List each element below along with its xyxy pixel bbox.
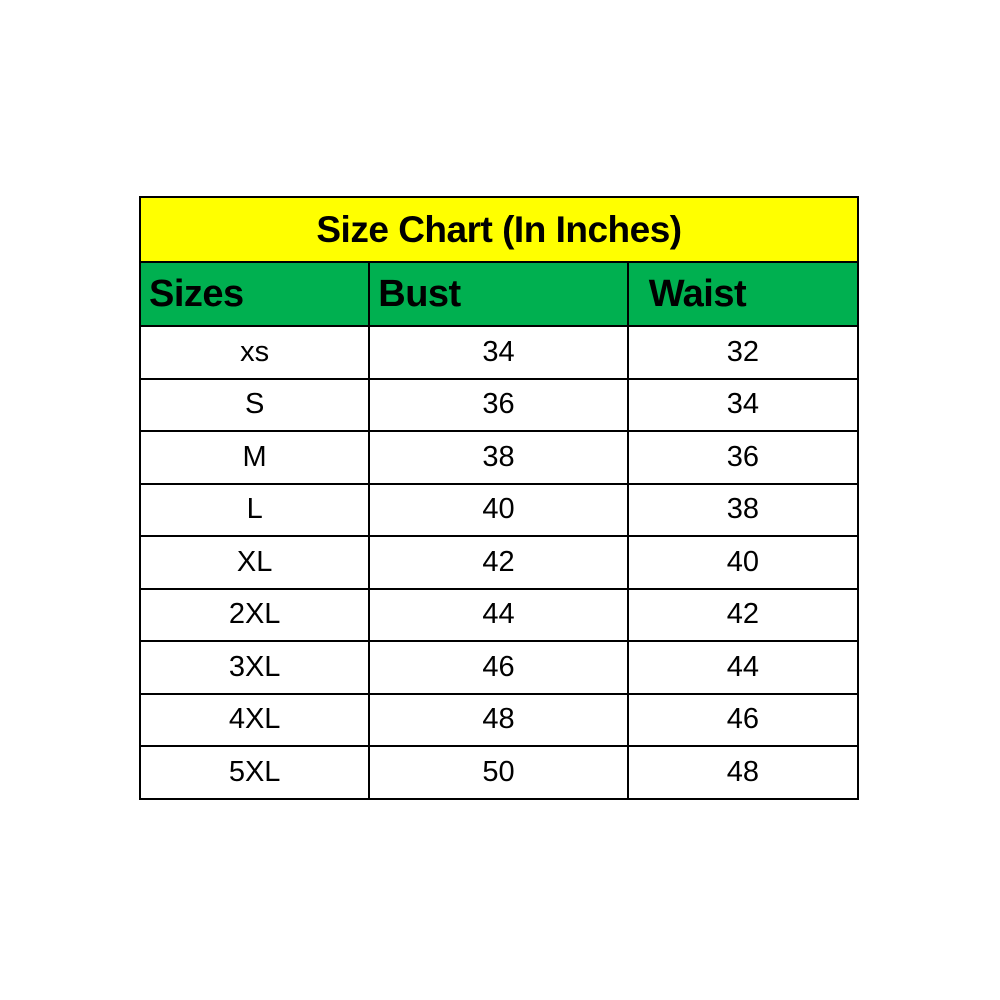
cell-waist: 46 [626,692,860,747]
table-row: L 40 38 [138,482,860,537]
cell-bust: 48 [368,692,629,747]
cell-size: 5XL [138,745,371,800]
cell-bust: 50 [368,745,629,800]
cell-size: M [138,430,371,485]
cell-waist: 42 [626,587,860,642]
cell-size: xs [138,325,371,380]
cell-size: 2XL [138,587,371,642]
header-bust: Bust [368,261,629,327]
table-row: XL 42 40 [138,535,860,590]
cell-bust: 38 [368,430,629,485]
cell-bust: 34 [368,325,629,380]
cell-bust: 42 [368,535,629,590]
table-row: 5XL 50 48 [138,745,860,800]
cell-bust: 46 [368,640,629,695]
cell-waist: 34 [626,377,860,432]
cell-bust: 36 [368,377,629,432]
header-waist: Waist [626,261,860,327]
table-row: 2XL 44 42 [138,587,860,642]
table-row: 4XL 48 46 [138,692,860,747]
cell-bust: 40 [368,482,629,537]
table-title: Size Chart (In Inches) [139,196,859,263]
cell-bust: 44 [368,587,629,642]
cell-waist: 40 [626,535,860,590]
header-row: Sizes Bust Waist [138,261,860,327]
cell-waist: 36 [626,430,860,485]
cell-size: L [138,482,371,537]
cell-waist: 38 [626,482,860,537]
table-row: xs 34 32 [138,325,860,380]
cell-size: 4XL [138,692,371,747]
table-row: S 36 34 [138,377,860,432]
cell-size: S [138,377,371,432]
table-row: 3XL 46 44 [138,640,860,695]
cell-size: XL [138,535,371,590]
cell-size: 3XL [138,640,371,695]
header-sizes: Sizes [138,261,371,327]
table-row: M 38 36 [138,430,860,485]
cell-waist: 32 [626,325,860,380]
cell-waist: 48 [626,745,860,800]
size-chart-table: Size Chart (In Inches) Sizes Bust Waist … [138,196,860,800]
cell-waist: 44 [626,640,860,695]
